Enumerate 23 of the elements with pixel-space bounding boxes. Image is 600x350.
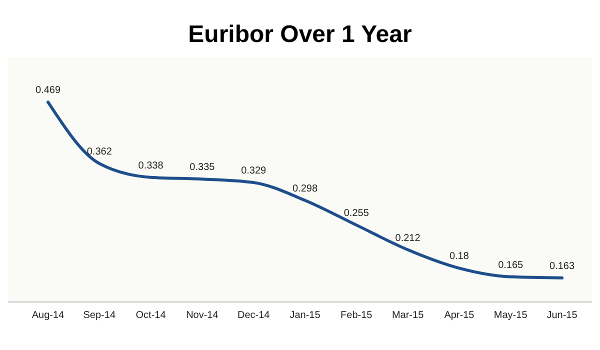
- x-tick-label: Nov-14: [186, 310, 219, 321]
- x-tick-label: May-15: [494, 310, 528, 321]
- chart-title: Euribor Over 1 Year: [188, 21, 412, 48]
- data-label: 0.212: [395, 232, 421, 244]
- x-tick-label: Oct-14: [136, 310, 166, 321]
- data-label: 0.255: [344, 208, 370, 220]
- data-label: 0.335: [190, 162, 216, 174]
- data-label: 0.362: [86, 146, 112, 158]
- x-tick-label: Mar-15: [392, 310, 424, 321]
- data-label: 0.298: [292, 183, 318, 194]
- data-label: 0.338: [138, 160, 164, 172]
- x-tick-label: Jan-15: [290, 310, 321, 321]
- data-label: 0.18: [449, 251, 470, 262]
- x-tick-label: Feb-15: [340, 310, 373, 321]
- x-tick-label: Sep-14: [83, 310, 116, 321]
- x-tick-label: Dec-14: [237, 310, 270, 321]
- data-label: 0.165: [498, 260, 524, 271]
- x-tick-label: Jun-15: [546, 310, 578, 321]
- x-tick-label: Apr-15: [444, 310, 475, 321]
- data-label: 0.163: [549, 260, 575, 272]
- x-tick-label: Aug-14: [32, 310, 65, 321]
- data-label: 0.469: [35, 85, 61, 96]
- data-label: 0.329: [241, 166, 267, 177]
